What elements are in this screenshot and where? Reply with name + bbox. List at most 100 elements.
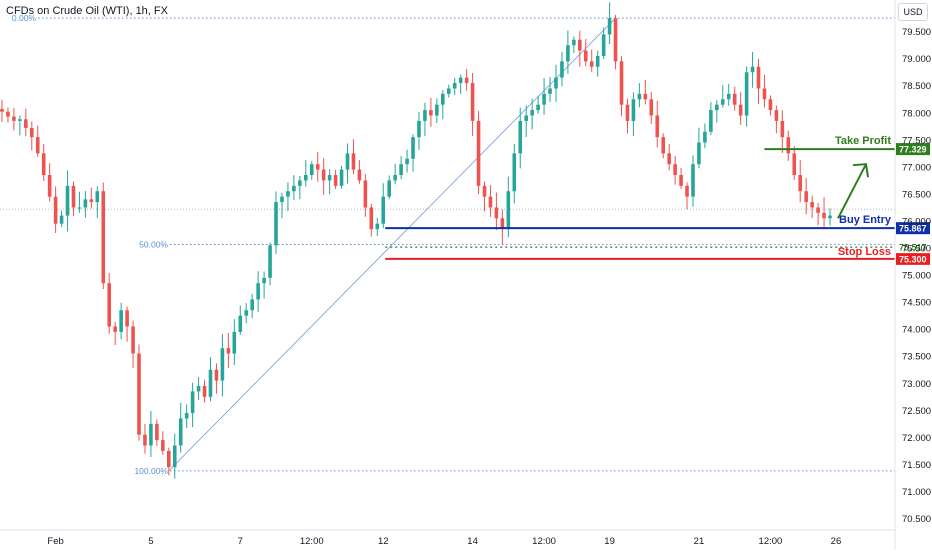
candle — [35, 125, 40, 158]
candle — [828, 208, 832, 226]
candle-body — [464, 77, 469, 84]
candle-body — [256, 283, 260, 300]
candle — [464, 68, 469, 91]
candle — [65, 170, 70, 232]
y-tick-label: 71.000 — [902, 487, 931, 498]
candle — [572, 36, 576, 53]
x-tick-label: 21 — [694, 536, 705, 547]
candle-body — [816, 207, 820, 213]
chart-title: CFDs on Crude Oil (WTI), 1h, FX — [6, 5, 168, 17]
candle-body — [691, 164, 695, 197]
candle — [744, 66, 749, 127]
candle-body — [720, 99, 725, 105]
candle-body — [161, 440, 165, 451]
candle — [226, 332, 231, 368]
candle-body — [703, 131, 707, 143]
candle — [143, 423, 147, 454]
candle — [71, 181, 76, 217]
candle — [822, 197, 826, 230]
candle — [548, 76, 552, 102]
candle — [113, 321, 117, 346]
candle-body — [578, 39, 582, 51]
candle-body — [47, 175, 52, 197]
candle-body — [238, 315, 243, 332]
candle-body — [601, 34, 606, 56]
candle-body — [327, 175, 332, 181]
candle — [280, 192, 284, 219]
candle — [470, 73, 475, 136]
candle — [321, 157, 326, 195]
candle — [619, 56, 624, 117]
candle — [256, 271, 260, 313]
candle-body — [65, 185, 70, 216]
y-tick-label: 72.000 — [902, 433, 931, 444]
candle — [691, 155, 695, 207]
candle — [214, 363, 219, 394]
candle-body — [804, 191, 808, 203]
candle — [518, 107, 523, 169]
candle-body — [542, 93, 546, 105]
candle — [589, 49, 594, 72]
candle — [655, 100, 660, 148]
candle — [89, 187, 94, 209]
candle — [351, 139, 356, 175]
x-tick-label: 26 — [831, 536, 842, 547]
candle-body — [792, 153, 797, 176]
x-tick-label: 7 — [238, 536, 243, 547]
candle — [41, 143, 46, 181]
candle — [119, 302, 123, 340]
candle-body — [6, 111, 10, 117]
candle-body — [345, 153, 350, 170]
candle — [560, 51, 564, 87]
candle-body — [738, 104, 743, 116]
candle-body — [18, 119, 22, 121]
candle-body — [178, 418, 183, 446]
candle — [679, 167, 683, 189]
candle — [202, 379, 207, 403]
candle — [298, 176, 302, 200]
candle — [756, 58, 761, 104]
x-tick-label: 12:00 — [532, 536, 556, 547]
target-arrow-shaft — [837, 163, 867, 219]
candle-body — [810, 202, 814, 208]
candle — [232, 319, 237, 365]
candle-body — [768, 99, 773, 111]
candle-body — [637, 93, 642, 100]
candle-body — [607, 18, 612, 35]
candle — [208, 357, 213, 402]
candle — [613, 14, 618, 70]
y-tick-label: 75.500 — [902, 244, 931, 255]
target-arrow — [837, 163, 869, 219]
candle — [381, 183, 386, 229]
candle-body — [548, 88, 552, 94]
candle-body — [292, 185, 296, 192]
candle-body — [572, 39, 576, 46]
candle-body — [208, 369, 213, 397]
candle — [315, 151, 320, 182]
y-tick-label: 76.500 — [902, 189, 931, 200]
candle — [542, 77, 546, 115]
candle — [512, 143, 517, 204]
y-tick-label: 72.500 — [902, 406, 931, 417]
candle — [47, 163, 52, 202]
candle-body — [613, 18, 618, 62]
x-tick-label: 14 — [467, 536, 478, 547]
candle — [53, 186, 58, 233]
candle-body — [333, 175, 338, 186]
currency-button[interactable]: USD — [898, 3, 928, 21]
buy-entry-label: Buy Entry — [839, 214, 892, 226]
candle-body — [673, 164, 677, 176]
candle — [24, 108, 28, 137]
candle-body — [268, 245, 272, 278]
take-profit-price-tag-text: 77.329 — [899, 145, 927, 155]
candle-body — [41, 153, 46, 176]
candle — [12, 107, 16, 131]
candle-body — [166, 450, 171, 468]
candle-body — [232, 331, 237, 354]
candle — [667, 144, 671, 171]
candle — [393, 163, 397, 185]
candle — [0, 99, 4, 122]
candle-body — [184, 413, 189, 419]
